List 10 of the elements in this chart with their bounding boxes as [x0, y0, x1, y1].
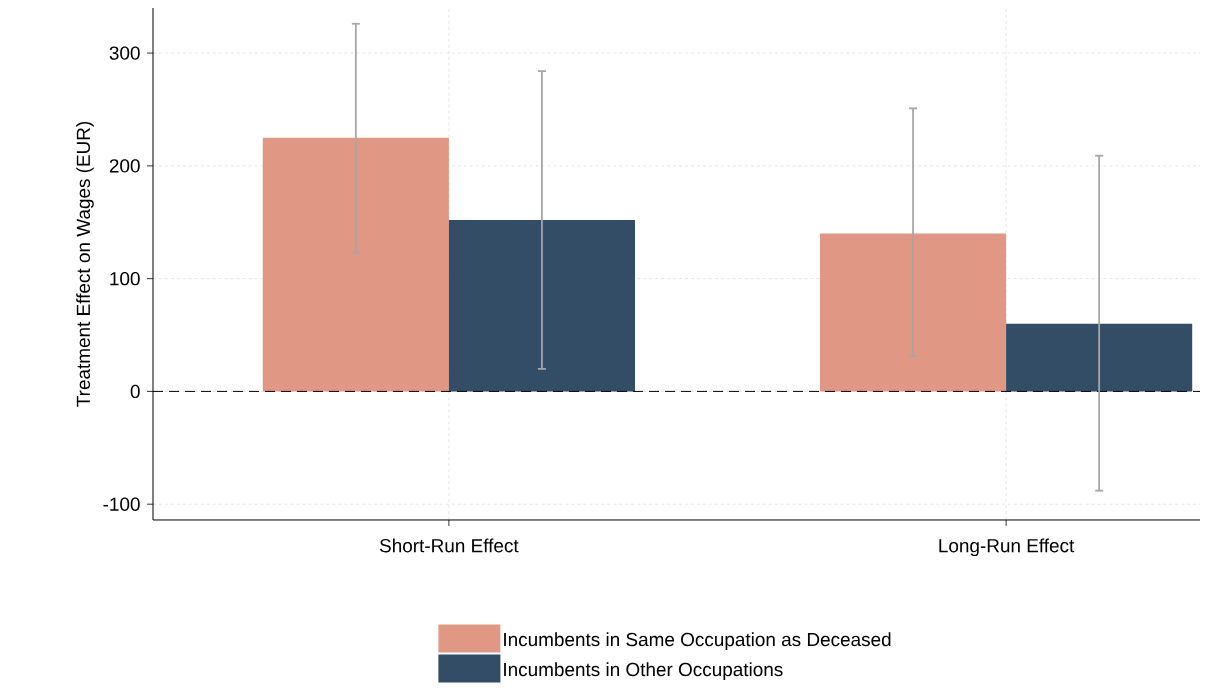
y-tick-label: 0: [130, 384, 140, 399]
y-axis-title: Treatment Effect on Wages (EUR): [76, 121, 94, 407]
y-tick-label: 300: [109, 46, 140, 60]
x-tick-label: Short-Run Effect: [379, 538, 519, 553]
y-tick-label: -100: [103, 497, 140, 511]
x-tick-label: Long-Run Effect: [939, 538, 1075, 557]
legend-label: Incumbents in Other Occupations: [504, 662, 783, 680]
y-tick-label: 200: [109, 159, 140, 173]
legend-label: Incumbents in Same Occupation as Deceased: [504, 632, 891, 650]
y-tick-label: 100: [110, 271, 140, 286]
